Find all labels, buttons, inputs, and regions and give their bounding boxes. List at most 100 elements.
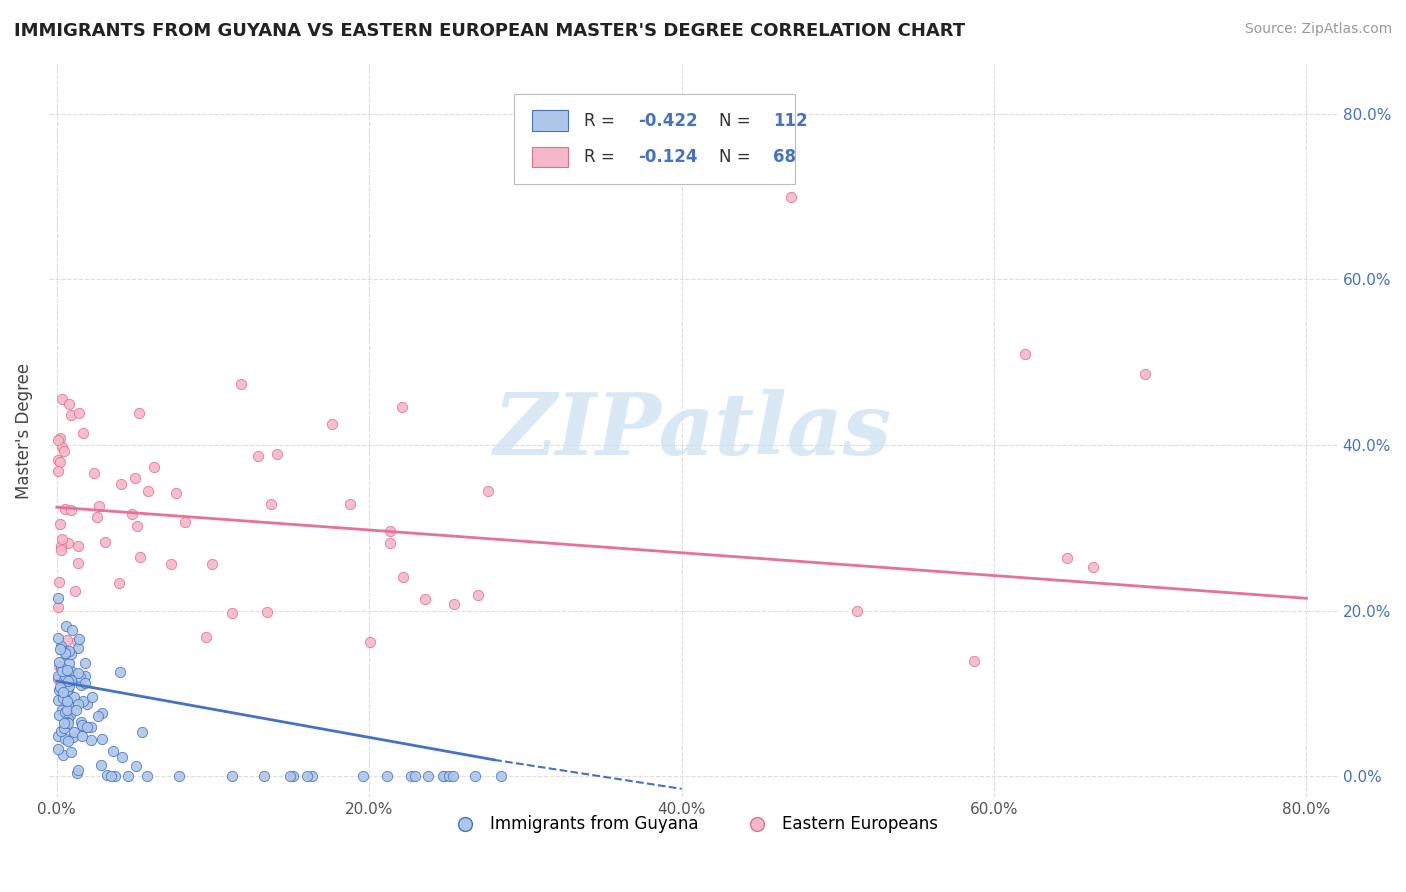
Point bbox=[55, 618, 77, 632]
Point bbox=[86, 509, 108, 524]
Point bbox=[80, 733, 103, 747]
Point bbox=[70, 714, 93, 729]
Point bbox=[56, 734, 79, 748]
Point bbox=[73, 676, 96, 690]
Point bbox=[48, 680, 70, 694]
Point bbox=[56, 694, 79, 708]
Point bbox=[58, 675, 80, 690]
Point bbox=[73, 720, 96, 734]
Point bbox=[46, 464, 69, 478]
Point bbox=[59, 673, 82, 687]
Point bbox=[90, 758, 112, 772]
Text: N =: N = bbox=[718, 148, 756, 166]
Point bbox=[124, 471, 146, 485]
FancyBboxPatch shape bbox=[515, 95, 796, 185]
Point bbox=[221, 769, 243, 783]
Point bbox=[62, 730, 84, 744]
Point bbox=[46, 631, 69, 645]
Point bbox=[62, 724, 84, 739]
Point bbox=[67, 666, 90, 681]
Point bbox=[52, 662, 75, 676]
Point bbox=[49, 431, 72, 445]
Point bbox=[121, 507, 143, 521]
Point bbox=[86, 709, 108, 723]
Text: 68: 68 bbox=[773, 148, 796, 166]
Point bbox=[67, 641, 90, 656]
Point bbox=[110, 476, 132, 491]
Point bbox=[278, 769, 301, 783]
Text: ZIPatlas: ZIPatlas bbox=[495, 389, 893, 473]
Y-axis label: Master's Degree: Master's Degree bbox=[15, 362, 32, 499]
Point bbox=[48, 683, 70, 698]
Point bbox=[53, 706, 76, 720]
Point bbox=[58, 673, 80, 687]
Point bbox=[46, 742, 69, 756]
Point bbox=[51, 440, 73, 454]
Point bbox=[229, 376, 252, 391]
Point bbox=[301, 769, 323, 783]
Point bbox=[59, 672, 82, 686]
Point bbox=[63, 583, 86, 598]
Point bbox=[136, 769, 159, 783]
Text: -0.124: -0.124 bbox=[638, 148, 697, 166]
Point bbox=[58, 397, 80, 411]
Point bbox=[53, 646, 76, 660]
Point bbox=[1133, 367, 1156, 381]
Point bbox=[53, 502, 76, 516]
Point bbox=[58, 644, 80, 658]
Point bbox=[58, 657, 80, 671]
Point bbox=[76, 698, 98, 712]
Point bbox=[48, 708, 70, 723]
Point bbox=[108, 575, 131, 590]
Point bbox=[46, 600, 69, 615]
Point bbox=[56, 697, 79, 711]
Point bbox=[60, 409, 83, 423]
Point bbox=[352, 769, 374, 783]
Point bbox=[56, 681, 79, 696]
Point bbox=[56, 536, 79, 550]
Point bbox=[221, 606, 243, 620]
Point bbox=[83, 466, 105, 480]
Point bbox=[51, 639, 73, 653]
Point bbox=[51, 542, 73, 557]
Point bbox=[166, 486, 188, 500]
Point bbox=[259, 497, 281, 511]
Point bbox=[464, 769, 486, 783]
Point bbox=[70, 717, 93, 731]
Point bbox=[46, 591, 69, 606]
Point bbox=[359, 634, 381, 648]
Point bbox=[477, 484, 499, 499]
Point bbox=[399, 769, 422, 783]
Point bbox=[90, 731, 112, 746]
Point bbox=[52, 673, 75, 687]
Point bbox=[49, 641, 72, 656]
Point bbox=[51, 392, 73, 406]
Point bbox=[72, 694, 94, 708]
Point bbox=[174, 515, 197, 529]
Text: -0.422: -0.422 bbox=[638, 112, 697, 129]
FancyBboxPatch shape bbox=[533, 111, 568, 131]
Point bbox=[131, 725, 153, 739]
Point bbox=[87, 499, 110, 513]
Point bbox=[58, 715, 80, 730]
Point bbox=[52, 644, 75, 658]
Point bbox=[46, 452, 69, 467]
Point bbox=[117, 769, 139, 783]
Point bbox=[128, 406, 150, 420]
Point bbox=[136, 483, 159, 498]
Text: N =: N = bbox=[718, 112, 756, 129]
Point bbox=[51, 703, 73, 717]
Point bbox=[49, 539, 72, 553]
Point bbox=[94, 535, 117, 549]
Point bbox=[845, 604, 868, 618]
Point bbox=[167, 769, 190, 783]
Text: 112: 112 bbox=[773, 112, 808, 129]
Point bbox=[63, 690, 86, 704]
Point bbox=[72, 425, 94, 440]
Point bbox=[391, 401, 413, 415]
Point bbox=[1081, 559, 1104, 574]
Point bbox=[125, 759, 148, 773]
Point bbox=[256, 605, 278, 619]
Point bbox=[266, 447, 288, 461]
Point bbox=[195, 630, 218, 644]
